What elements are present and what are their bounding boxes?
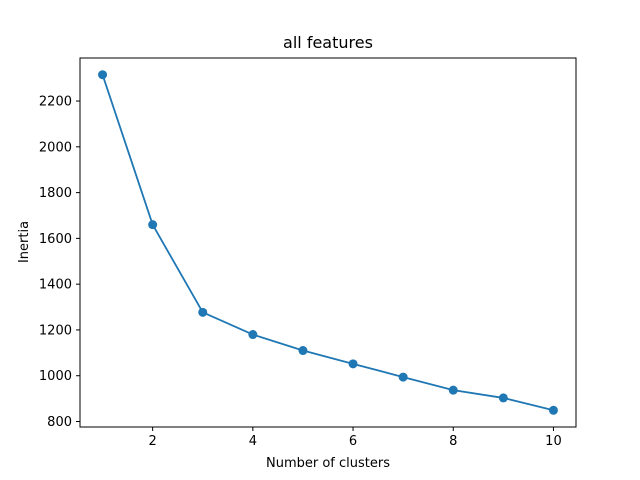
- data-point: [348, 359, 358, 369]
- data-point: [148, 220, 158, 230]
- x-tick-label: 2: [149, 434, 157, 449]
- data-point: [448, 385, 458, 395]
- x-tick-label: 4: [249, 434, 257, 449]
- y-tick-label: 1000: [39, 369, 72, 384]
- x-tick-label: 8: [449, 434, 457, 449]
- y-tick-label: 1200: [39, 323, 72, 338]
- data-point: [248, 330, 258, 340]
- axes-frame: [79, 57, 577, 428]
- y-axis-label: Inertia: [17, 221, 32, 263]
- data-point: [498, 393, 508, 403]
- plot-area: [98, 70, 558, 415]
- data-point: [398, 372, 408, 382]
- y-tick-label: 800: [47, 415, 72, 430]
- data-point: [98, 70, 108, 80]
- y-tick-label: 1800: [39, 186, 72, 201]
- y-tick-label: 1600: [39, 232, 72, 247]
- y-tick-label: 1400: [39, 278, 72, 293]
- y-tick-label: 2000: [39, 140, 72, 155]
- x-tick-label: 10: [545, 434, 562, 449]
- data-point: [298, 346, 308, 356]
- x-tick-label: 6: [349, 434, 357, 449]
- chart-title: all features: [283, 33, 373, 52]
- data-point: [548, 405, 558, 415]
- x-axis-label: Number of clusters: [266, 456, 390, 471]
- series-line: [101, 74, 554, 412]
- y-tick-label: 2200: [39, 95, 72, 110]
- data-point: [198, 307, 208, 317]
